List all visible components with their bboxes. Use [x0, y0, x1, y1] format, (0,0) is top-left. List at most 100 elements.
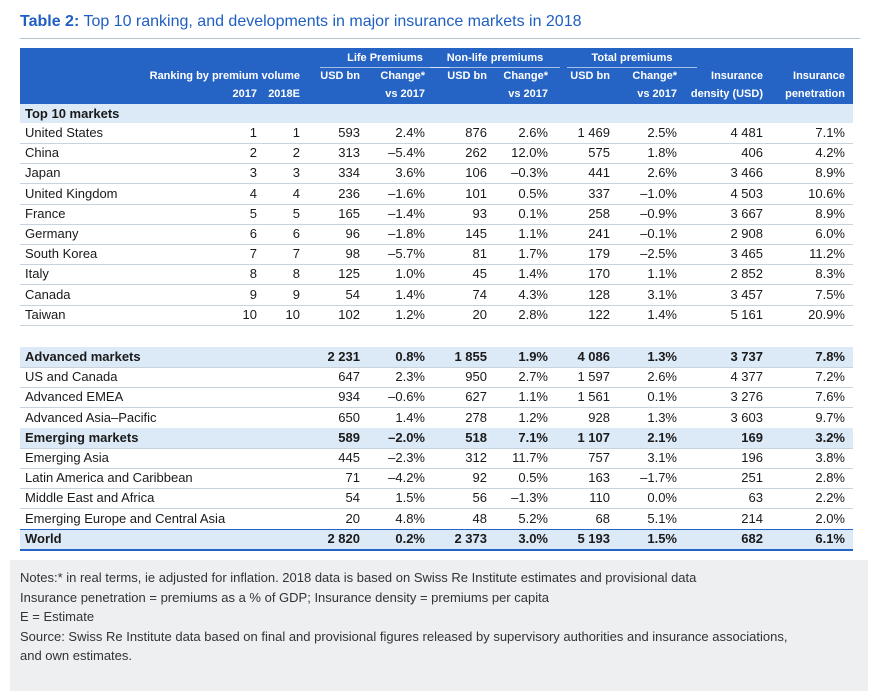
- column-label: Change*: [380, 70, 425, 82]
- value-cell: 5 193: [577, 530, 610, 546]
- value-cell: 627: [465, 389, 487, 405]
- value-cell: –1.3%: [511, 490, 548, 506]
- rank-cell: 4: [292, 185, 300, 201]
- value-cell: 9.7%: [815, 409, 845, 425]
- value-cell: 1 561: [577, 389, 610, 405]
- value-cell: 1.3%: [647, 349, 677, 364]
- group-label: Total premiums: [591, 52, 673, 64]
- value-cell: 3.1%: [647, 450, 677, 465]
- column-label: vs 2017: [637, 88, 677, 100]
- rank-cell: 5: [292, 205, 300, 221]
- value-cell: 0.8%: [395, 349, 425, 364]
- value-cell: 334: [338, 165, 360, 181]
- rank-cell: 9: [292, 286, 300, 302]
- value-cell: 74: [472, 286, 487, 302]
- value-cell: 2.6%: [518, 125, 548, 140]
- value-cell: 1.4%: [395, 286, 425, 302]
- value-cell: 593: [338, 125, 360, 140]
- value-cell: 1.2%: [395, 306, 425, 322]
- value-cell: 3.0%: [518, 530, 548, 546]
- value-cell: 251: [741, 470, 763, 486]
- value-cell: 3.6%: [395, 165, 425, 181]
- value-cell: 128: [588, 286, 610, 302]
- value-cell: 5.1%: [647, 510, 677, 526]
- value-cell: 445: [338, 450, 360, 465]
- value-cell: 2 373: [454, 530, 487, 546]
- value-cell: 106: [465, 165, 487, 181]
- value-cell: 3.8%: [815, 450, 845, 465]
- value-cell: 1 855: [454, 349, 487, 364]
- row-rule: [20, 284, 853, 286]
- value-cell: 7.1%: [518, 429, 548, 445]
- row-name: World: [25, 530, 62, 546]
- column-label: Insurance: [711, 70, 763, 82]
- value-cell: 575: [588, 145, 610, 161]
- rank-cell: 7: [249, 246, 257, 262]
- value-cell: –0.6%: [388, 389, 425, 405]
- value-cell: 2.6%: [647, 369, 677, 385]
- value-cell: 1.3%: [647, 409, 677, 425]
- value-cell: 4 377: [730, 369, 763, 385]
- group-rule: [567, 67, 697, 68]
- value-cell: 45: [472, 266, 487, 282]
- value-cell: 1.4%: [395, 409, 425, 425]
- value-cell: 11.7%: [512, 450, 548, 465]
- value-cell: –0.1%: [640, 226, 677, 241]
- column-label: Change*: [632, 70, 677, 82]
- row-rule: [20, 183, 853, 185]
- value-cell: 165: [338, 205, 360, 221]
- title-text: Top 10 ranking, and developments in majo…: [83, 13, 582, 30]
- value-cell: 163: [588, 470, 610, 486]
- row-name: Advanced markets: [25, 349, 141, 364]
- value-cell: 54: [345, 286, 360, 302]
- rank-cell: 9: [249, 286, 257, 302]
- header-band: [20, 48, 853, 104]
- value-cell: 1.0%: [395, 266, 425, 282]
- value-cell: 68: [595, 510, 610, 526]
- ranking-year: 2017: [232, 88, 257, 100]
- value-cell: –4.2%: [388, 470, 425, 486]
- value-cell: 2.3%: [395, 369, 425, 385]
- row-rule: [20, 508, 853, 510]
- value-cell: 2 908: [730, 226, 763, 241]
- value-cell: 934: [338, 389, 360, 405]
- value-cell: 11.2%: [809, 246, 845, 262]
- value-cell: 2.7%: [518, 369, 548, 385]
- note: Source: Swiss Re Institute data based on…: [20, 628, 788, 644]
- value-cell: 1.1%: [518, 389, 548, 405]
- row-band: [20, 427, 853, 448]
- ranking-label: Ranking by premium volume: [149, 70, 300, 82]
- value-cell: 98: [345, 246, 360, 262]
- value-cell: 1.5%: [647, 530, 677, 546]
- value-cell: 2 820: [327, 530, 360, 546]
- rank-cell: 10: [242, 306, 257, 322]
- value-cell: 6.1%: [815, 530, 845, 546]
- value-cell: 406: [741, 145, 763, 161]
- group-label: Life Premiums: [347, 52, 423, 64]
- value-cell: 110: [589, 490, 610, 506]
- value-cell: 1.1%: [518, 226, 548, 241]
- value-cell: 0.1%: [518, 205, 548, 221]
- row-name: Italy: [25, 266, 49, 282]
- rank-cell: 3: [292, 165, 300, 181]
- value-cell: 179: [588, 246, 610, 262]
- rank-cell: 6: [292, 226, 300, 241]
- title: Table 2: Top 10 ranking, and development…: [20, 12, 582, 32]
- value-cell: –2.5%: [640, 246, 677, 262]
- value-cell: 4 481: [730, 125, 763, 140]
- rank-cell: 8: [292, 266, 300, 282]
- row-rule: [20, 223, 853, 225]
- rank-cell: 4: [249, 185, 257, 201]
- value-cell: 48: [472, 510, 487, 526]
- value-cell: 3 465: [730, 246, 763, 262]
- value-cell: 4.3%: [518, 286, 548, 302]
- value-cell: 5 161: [730, 306, 763, 322]
- value-cell: 2 231: [327, 349, 360, 364]
- row-name: Emerging Europe and Central Asia: [25, 510, 226, 526]
- value-cell: 518: [465, 429, 487, 445]
- value-cell: 196: [741, 450, 763, 465]
- title-rule: [20, 38, 860, 39]
- row-name: United States: [25, 125, 104, 140]
- value-cell: 236: [338, 185, 360, 201]
- value-cell: 96: [345, 226, 360, 241]
